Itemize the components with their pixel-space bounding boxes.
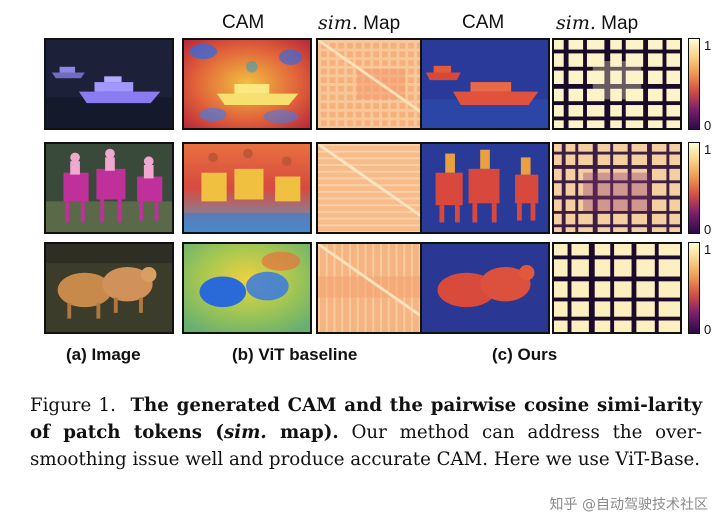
watermark: 知乎 @自动驾驶技术社区 — [549, 497, 708, 513]
caption-bold-italic: sim. — [223, 422, 267, 443]
caption-bold-2: map). — [266, 422, 339, 443]
caption-rest: Our method can address the over-smoothin… — [30, 422, 702, 470]
colorbar-row1 — [688, 38, 700, 130]
sim-map-ours-horses — [552, 142, 682, 234]
header-ours-cam: CAM — [462, 12, 505, 33]
sim-map-ours-boats — [552, 38, 682, 130]
label-image: (a) Image — [66, 345, 141, 364]
image-horses — [44, 142, 174, 234]
label-vit-baseline: (b) ViT baseline — [232, 345, 358, 364]
colorbar-row1-max: 1 — [704, 38, 712, 53]
colorbar-row2-max: 1 — [704, 142, 712, 157]
header-ours-sim-map: sim. Map — [556, 12, 639, 34]
colorbar-row2-min: 0 — [704, 222, 712, 237]
image-boats — [44, 38, 174, 130]
colorbar-row3-max: 1 — [704, 242, 712, 257]
image-sheep — [44, 242, 174, 334]
colorbar-row2 — [688, 142, 700, 234]
figure-caption: Figure 1. The generated CAM and the pair… — [30, 392, 702, 473]
figure-1: CAM sim. Map CAM sim. Map — [44, 12, 712, 364]
cam-baseline-horses — [182, 142, 312, 234]
colorbar-row3-min: 0 — [704, 322, 712, 337]
cam-ours-boats — [420, 38, 550, 130]
caption-prefix: Figure 1. — [30, 395, 116, 416]
sim-map-ours-sheep — [552, 242, 682, 334]
header-baseline-sim-map: sim. Map — [318, 12, 401, 34]
cam-ours-horses — [420, 142, 550, 234]
cam-baseline-boats — [182, 38, 312, 130]
cam-ours-sheep — [420, 242, 550, 334]
header-baseline-cam: CAM — [222, 12, 265, 33]
label-ours: (c) Ours — [492, 345, 558, 364]
colorbar-row1-min: 0 — [704, 118, 712, 133]
caption-bold-1: The generated CAM and the pairwise cosin… — [30, 395, 703, 443]
cam-baseline-sheep — [182, 242, 312, 334]
colorbar-row3 — [688, 242, 700, 334]
